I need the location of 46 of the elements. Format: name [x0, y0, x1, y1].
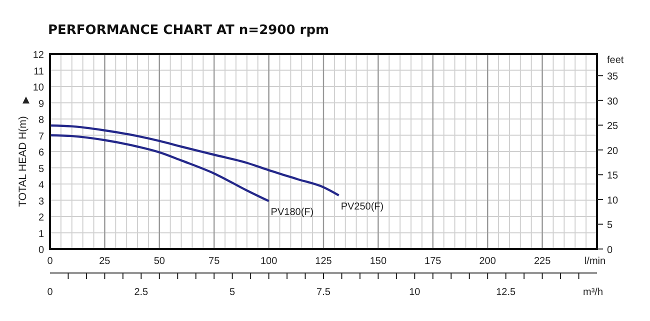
- x-tick-label: 175: [424, 256, 442, 267]
- x-tick-label: 225: [534, 256, 552, 267]
- x2-tick-label: 12.5: [496, 287, 516, 298]
- x2-tick-label: 0: [47, 287, 54, 298]
- y-tick-label: 10: [32, 82, 44, 94]
- y-tick-label: 8: [38, 115, 44, 126]
- y-tick-label: 11: [34, 66, 44, 78]
- chart-title: PERFORMANCE CHART AT n=2900 rpm: [48, 23, 330, 38]
- line-series: [48, 134, 270, 202]
- y2-tick-label: 30: [607, 96, 619, 108]
- x-axis-title: l/min: [584, 256, 606, 267]
- x-tick-label: 200: [479, 256, 496, 267]
- x-tick-label: 100: [260, 256, 278, 267]
- y2-tick-label: 20: [607, 146, 619, 157]
- y2-tick-label: 5: [607, 220, 613, 232]
- y-tick-label: 6: [38, 148, 44, 158]
- y-tick-label: 2: [38, 212, 44, 224]
- y-tick-label: 3: [38, 196, 44, 208]
- x-tick-label: 50: [154, 256, 166, 267]
- y2-tick-label: 10: [607, 195, 619, 206]
- x2-tick-label: 5: [230, 287, 236, 298]
- x-tick-label: 150: [370, 256, 387, 267]
- y-axis-title: TOTAL HEAD H(m): [17, 116, 29, 207]
- y-tick-label: 0: [38, 245, 44, 256]
- x-tick-label: 125: [315, 256, 332, 267]
- line-series: [48, 124, 340, 196]
- y-tick-label: 9: [38, 98, 44, 110]
- y-tick-label: 4: [38, 180, 44, 191]
- series-label: PV250(F): [340, 201, 384, 212]
- y2-tick-label: 35: [607, 72, 619, 83]
- y-tick-label: 12: [32, 50, 44, 61]
- y-tick-label: 7: [38, 131, 44, 142]
- x2-tick-label: 10: [409, 287, 421, 298]
- series-label: PV180(F): [270, 207, 314, 218]
- y2-tick-label: 15: [607, 170, 619, 182]
- y2-tick-label: 0: [607, 245, 613, 256]
- y-tick-label: 5: [38, 164, 44, 175]
- x2-tick-label: 7.5: [316, 287, 331, 298]
- x2-tick-label: 2.5: [134, 287, 149, 298]
- y-tick-label: 1: [38, 228, 44, 240]
- y2-axis-title: feet: [607, 55, 624, 66]
- y2-tick-label: 25: [607, 121, 619, 132]
- x-tick-label: 0: [47, 256, 54, 267]
- x-tick-label: 75: [208, 256, 220, 267]
- x-tick-label: 25: [99, 256, 111, 267]
- x2-axis-title: m³/h: [583, 287, 603, 298]
